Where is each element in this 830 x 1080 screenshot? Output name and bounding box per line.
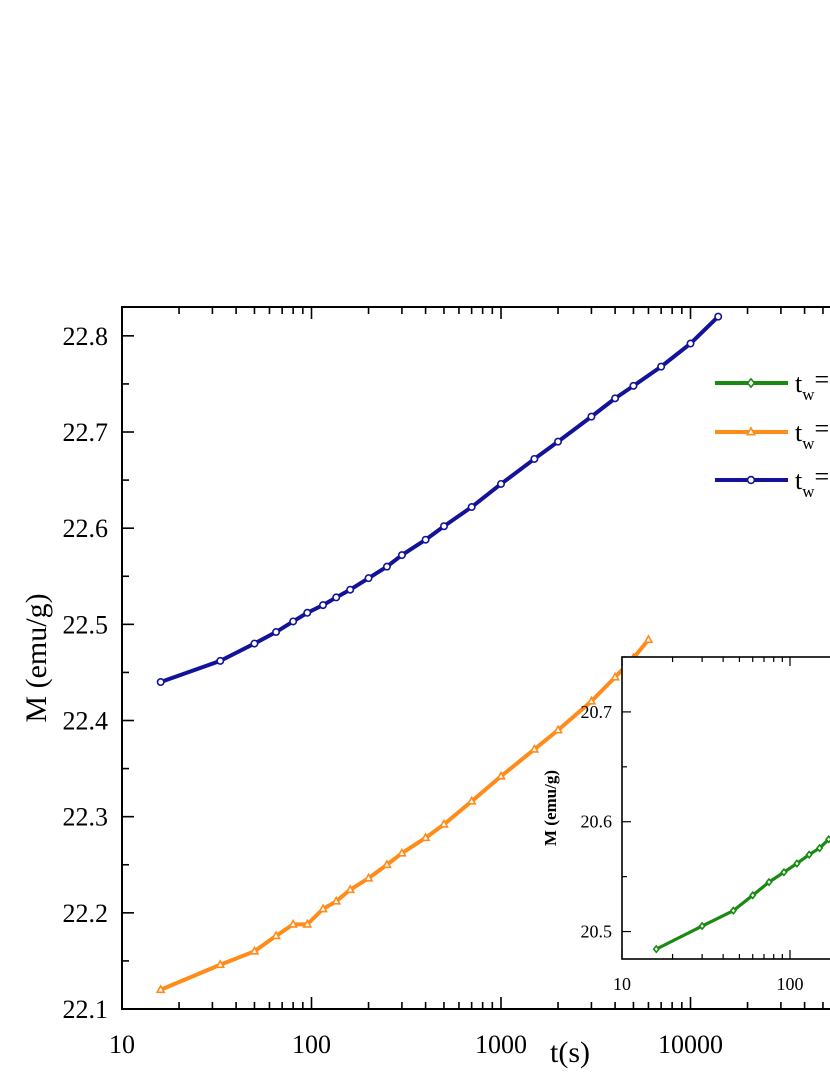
data-point (746, 475, 756, 485)
x-tick-label: 1000 (475, 1030, 527, 1059)
data-point (586, 695, 597, 705)
data-point (652, 944, 660, 954)
data-point (496, 479, 505, 488)
data-point (215, 959, 226, 969)
data-point (746, 377, 756, 389)
data-point (529, 743, 540, 753)
data-point (780, 867, 788, 877)
series-line-1 (159, 638, 651, 992)
data-point (496, 770, 506, 780)
legend: tw= tw= tw= (715, 365, 829, 501)
data-point (421, 535, 430, 544)
data-point (745, 426, 757, 436)
data-point (553, 724, 563, 734)
data-point (397, 847, 407, 857)
y-axis-title: M (emu/g) (20, 593, 53, 722)
data-point (610, 671, 620, 681)
data-point (318, 903, 328, 913)
main-plot: 101001000100001000022.122.222.322.422.52… (20, 306, 830, 1069)
legend-label: tw= (795, 365, 829, 404)
series-line-2 (160, 315, 720, 684)
y-tick-label: 20.6 (581, 812, 613, 832)
y-tick-label: 22.7 (63, 418, 109, 447)
data-point (420, 832, 431, 842)
data-point (364, 574, 373, 583)
data-point (382, 562, 391, 571)
data-point (397, 551, 406, 560)
legend-label: tw= (795, 462, 829, 501)
data-point (611, 394, 620, 403)
data-point (319, 601, 328, 610)
inset-plot: 10 100 20.5 20.6 20.7 M (emu/g) (541, 656, 830, 994)
data-point (657, 362, 666, 371)
data-point (363, 872, 374, 882)
data-point (587, 412, 596, 421)
data-point (439, 522, 448, 531)
data-point (530, 454, 539, 463)
y-tick-label: 22.3 (63, 803, 109, 832)
data-point (332, 593, 341, 602)
data-point (643, 634, 654, 644)
y-tick-label: 22.8 (63, 322, 109, 351)
data-point (331, 895, 342, 905)
data-point (302, 918, 313, 928)
y-tick-label: 20.7 (581, 702, 613, 722)
data-point (805, 850, 813, 860)
x-tick-label: 10 (109, 1030, 135, 1059)
data-point (155, 984, 166, 994)
data-point (345, 884, 356, 894)
data-point (749, 890, 757, 900)
data-point (289, 617, 298, 626)
data-point (156, 678, 165, 687)
data-point (815, 843, 824, 853)
data-point (467, 503, 476, 512)
data-point (288, 918, 299, 928)
data-point (729, 906, 737, 916)
data-point (793, 859, 801, 868)
inset-background (622, 657, 830, 959)
data-point (698, 921, 706, 931)
y-tick-label: 22.5 (63, 610, 109, 639)
y-tick-label: 22.6 (63, 514, 109, 543)
data-point (216, 656, 225, 665)
data-point (714, 312, 723, 321)
x-tick-label: 100 (292, 1030, 331, 1059)
x-tick-label: 10 (613, 974, 631, 994)
data-point (825, 834, 830, 844)
data-point (346, 585, 355, 594)
data-point (382, 859, 392, 869)
data-point (249, 945, 260, 955)
y-axis-title: M (emu/g) (541, 770, 560, 846)
x-tick-label: 10000 (658, 1030, 723, 1059)
data-point (303, 608, 312, 617)
data-point (250, 639, 259, 648)
y-tick-label: 20.5 (581, 922, 613, 942)
y-tick-label: 22.4 (63, 707, 109, 736)
data-point (271, 930, 281, 940)
data-point (629, 381, 638, 390)
y-tick-label: 22.2 (63, 899, 109, 928)
data-point (554, 437, 563, 446)
x-axis-title: t(s) (550, 1036, 590, 1069)
data-point (765, 877, 773, 887)
data-point (439, 818, 449, 828)
y-tick-label: 22.1 (63, 995, 109, 1024)
legend-label: tw= (795, 414, 829, 453)
x-tick-label: 100 (777, 974, 804, 994)
data-point (466, 795, 477, 805)
data-point (686, 339, 695, 348)
data-point (272, 628, 281, 637)
